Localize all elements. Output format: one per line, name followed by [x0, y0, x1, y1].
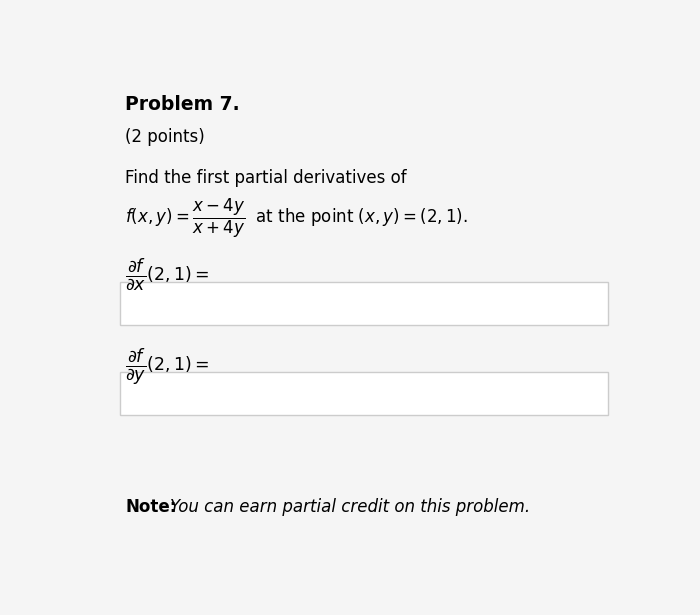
Text: $\dfrac{\partial f}{\partial x}(2, 1) =$: $\dfrac{\partial f}{\partial x}(2, 1) =$ [125, 256, 209, 292]
Text: $\dfrac{\partial f}{\partial y}(2, 1) =$: $\dfrac{\partial f}{\partial y}(2, 1) =$ [125, 346, 209, 386]
Text: You can earn partial credit on this problem.: You can earn partial credit on this prob… [170, 498, 530, 515]
FancyBboxPatch shape [120, 282, 608, 325]
Text: Problem 7.: Problem 7. [125, 95, 240, 114]
Text: Find the first partial derivatives of: Find the first partial derivatives of [125, 169, 407, 186]
FancyBboxPatch shape [120, 372, 608, 415]
Text: $f(x, y) = \dfrac{x - 4y}{x + 4y}$  at the point $(x, y) = (2, 1).$: $f(x, y) = \dfrac{x - 4y}{x + 4y}$ at th… [125, 197, 468, 240]
Text: (2 points): (2 points) [125, 129, 205, 146]
Text: Note:: Note: [125, 498, 177, 515]
